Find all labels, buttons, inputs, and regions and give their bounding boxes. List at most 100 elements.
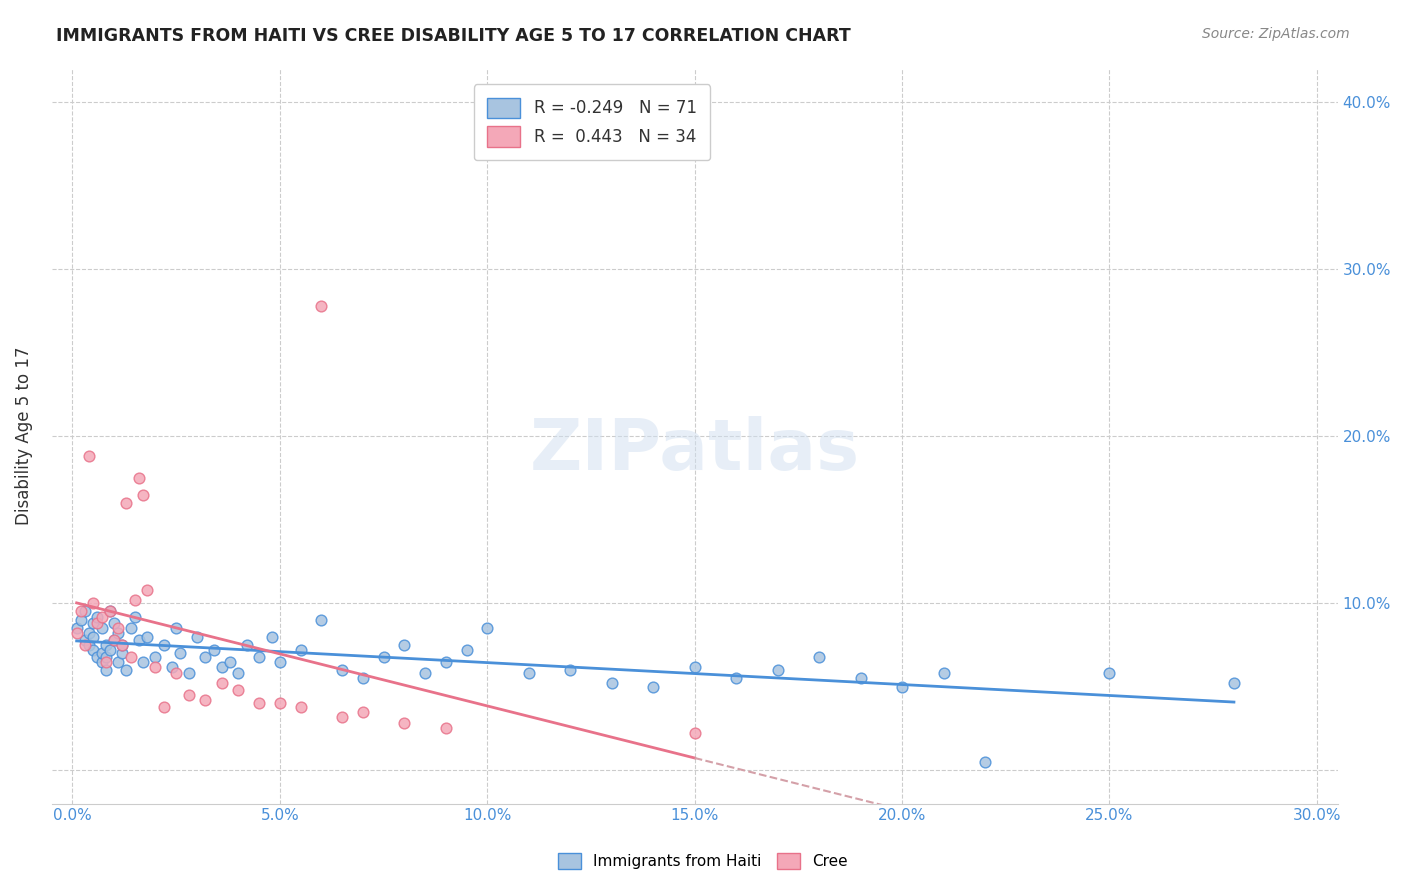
Point <box>66 626 89 640</box>
Point <box>211 676 233 690</box>
Point <box>434 655 457 669</box>
Point <box>352 671 374 685</box>
Point <box>891 680 914 694</box>
Point <box>107 621 129 635</box>
Point <box>86 616 108 631</box>
Point <box>145 659 167 673</box>
Point <box>94 638 117 652</box>
Point <box>311 613 333 627</box>
Point <box>560 663 582 677</box>
Point <box>194 649 217 664</box>
Point <box>115 496 138 510</box>
Point <box>394 638 416 652</box>
Point <box>1223 676 1246 690</box>
Point <box>643 680 665 694</box>
Point <box>683 659 706 673</box>
Point <box>69 605 91 619</box>
Point <box>849 671 872 685</box>
Point <box>177 688 200 702</box>
Point <box>808 649 831 664</box>
Point <box>194 693 217 707</box>
Point <box>77 638 100 652</box>
Point <box>90 621 112 635</box>
Point <box>247 697 270 711</box>
Point <box>124 609 146 624</box>
Point <box>477 621 499 635</box>
Point <box>413 666 436 681</box>
Point <box>77 626 100 640</box>
Point <box>111 638 134 652</box>
Point <box>82 630 104 644</box>
Point <box>211 659 233 673</box>
Point <box>132 487 155 501</box>
Point <box>94 649 117 664</box>
Point <box>136 582 159 597</box>
Point <box>352 705 374 719</box>
Point <box>725 671 748 685</box>
Y-axis label: Disability Age 5 to 17: Disability Age 5 to 17 <box>15 347 32 525</box>
Point <box>107 626 129 640</box>
Point <box>94 655 117 669</box>
Point <box>128 471 150 485</box>
Point <box>132 655 155 669</box>
Point <box>228 683 250 698</box>
Point <box>111 638 134 652</box>
Point <box>86 609 108 624</box>
Point <box>98 605 121 619</box>
Legend: R = -0.249   N = 71, R =  0.443   N = 34: R = -0.249 N = 71, R = 0.443 N = 34 <box>474 84 710 160</box>
Point <box>269 655 291 669</box>
Point <box>103 632 125 647</box>
Point <box>683 726 706 740</box>
Point <box>107 655 129 669</box>
Point <box>177 666 200 681</box>
Point <box>186 630 208 644</box>
Point <box>219 655 242 669</box>
Point <box>330 663 353 677</box>
Point <box>228 666 250 681</box>
Point <box>311 299 333 313</box>
Point <box>152 699 174 714</box>
Point <box>260 630 283 644</box>
Point <box>169 646 191 660</box>
Point <box>247 649 270 664</box>
Point <box>124 592 146 607</box>
Point <box>394 716 416 731</box>
Point <box>98 605 121 619</box>
Point <box>90 609 112 624</box>
Point <box>120 649 142 664</box>
Point <box>94 663 117 677</box>
Point <box>90 646 112 660</box>
Point <box>82 643 104 657</box>
Point <box>290 643 312 657</box>
Point <box>98 643 121 657</box>
Point <box>373 649 395 664</box>
Point <box>434 722 457 736</box>
Point <box>69 613 91 627</box>
Point <box>136 630 159 644</box>
Legend: Immigrants from Haiti, Cree: Immigrants from Haiti, Cree <box>553 847 853 875</box>
Point <box>600 676 623 690</box>
Point <box>202 643 225 657</box>
Point <box>128 632 150 647</box>
Point <box>165 666 187 681</box>
Text: Source: ZipAtlas.com: Source: ZipAtlas.com <box>1202 27 1350 41</box>
Point <box>66 621 89 635</box>
Point <box>290 699 312 714</box>
Point <box>73 638 96 652</box>
Point <box>86 649 108 664</box>
Point <box>77 449 100 463</box>
Point <box>115 663 138 677</box>
Point <box>145 649 167 664</box>
Point <box>90 655 112 669</box>
Point <box>974 755 997 769</box>
Point <box>103 616 125 631</box>
Point <box>330 710 353 724</box>
Point <box>152 638 174 652</box>
Point <box>1098 666 1121 681</box>
Text: IMMIGRANTS FROM HAITI VS CREE DISABILITY AGE 5 TO 17 CORRELATION CHART: IMMIGRANTS FROM HAITI VS CREE DISABILITY… <box>56 27 851 45</box>
Text: ZIPatlas: ZIPatlas <box>530 417 859 485</box>
Point <box>517 666 540 681</box>
Point <box>82 616 104 631</box>
Point <box>73 605 96 619</box>
Point <box>120 621 142 635</box>
